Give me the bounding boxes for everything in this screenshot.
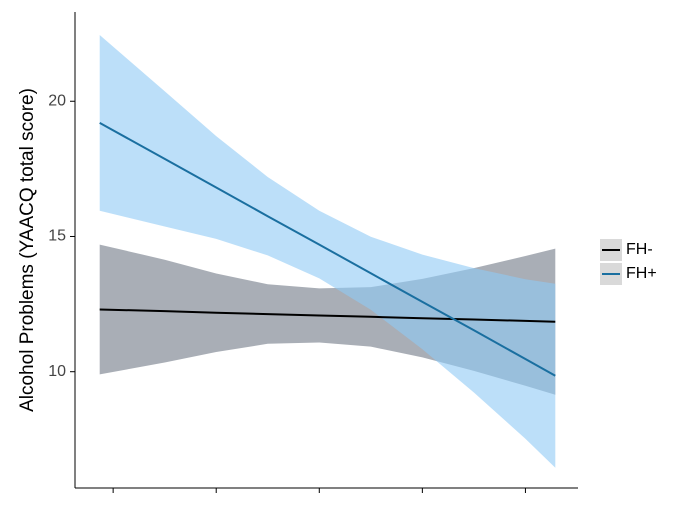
y-tick-label: 15 xyxy=(48,228,66,245)
confidence-band xyxy=(99,35,556,468)
y-tick-label: 20 xyxy=(48,92,66,109)
line xyxy=(99,308,556,323)
legend-label: FH- xyxy=(626,241,653,258)
y-tick-label: 10 xyxy=(48,363,66,380)
line xyxy=(99,122,556,377)
y-axis-label: Alcohol Problems (YAACQ total score) xyxy=(17,88,38,412)
legend-label: FH+ xyxy=(626,265,657,282)
